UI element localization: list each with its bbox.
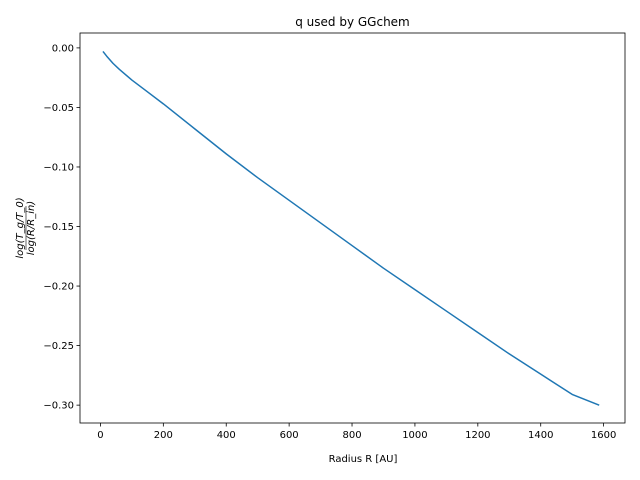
series-line <box>102 50 600 406</box>
x-tick-label: 200 <box>154 430 173 441</box>
y-tick-label: −0.30 <box>43 401 74 412</box>
y-tick-label: 0.00 <box>52 43 74 54</box>
y-axis-label: log(T_g/T_0) log(R/R_in) <box>15 197 37 258</box>
x-axis-label: Radius R [AU] <box>329 454 398 465</box>
x-tick-label: 1000 <box>402 430 427 441</box>
x-tick-label: 0 <box>97 430 103 441</box>
axes-frame <box>79 32 626 424</box>
x-tick-label: 1200 <box>465 430 490 441</box>
x-tick-label: 800 <box>342 430 361 441</box>
y-axis-label-numerator: log(T_g/T_0) <box>15 197 26 258</box>
y-axis-label-denominator: log(R/R_in) <box>26 201 37 255</box>
y-axis-ticks: 0.00 −0.05 −0.10 −0.15 −0.20 −0.25 −0.30 <box>43 43 80 412</box>
x-tick-label: 1600 <box>591 430 616 441</box>
x-axis-ticks: 0 200 400 600 800 1000 1200 1400 1600 <box>97 423 616 441</box>
y-tick-label: −0.10 <box>43 162 74 173</box>
y-tick-label: −0.25 <box>43 341 74 352</box>
chart-title: q used by GGchem <box>295 15 410 29</box>
x-tick-label: 600 <box>280 430 299 441</box>
x-tick-label: 1400 <box>528 430 553 441</box>
y-tick-label: −0.15 <box>43 222 74 233</box>
y-tick-label: −0.20 <box>43 282 74 293</box>
y-tick-label: −0.05 <box>43 103 74 114</box>
plot-area <box>102 50 600 406</box>
x-tick-label: 400 <box>217 430 236 441</box>
